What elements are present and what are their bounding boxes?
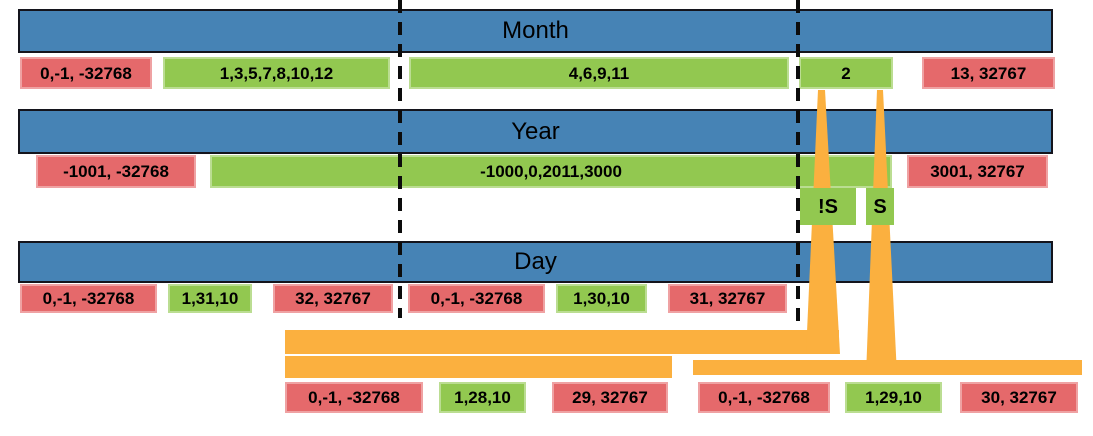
year-bar-label: Year [511,117,560,145]
day30-partition-invalid-high: 31, 32767 [668,284,787,313]
day30-partition-invalid-low: 0,-1, -32768 [408,284,545,313]
month-partition-invalid-high: 13, 32767 [922,57,1055,89]
boundary-dashed-line-1 [398,0,402,318]
feb-nonleap-partition-valid: 1,28,10 [439,382,526,413]
boundary-dashed-line-2 [796,0,800,326]
feb-nonleap-partition-invalid-high: 29, 32767 [552,382,668,413]
month-partition-30day-months: 4,6,9,11 [409,57,789,89]
year-partition-invalid-high: 3001, 32767 [907,155,1048,188]
day31-partition-valid: 1,31,10 [168,284,252,313]
day-bar: Day [18,241,1053,283]
february-nonleap-group-bar [285,356,672,378]
feb-leap-partition-invalid-high: 30, 32767 [960,382,1078,413]
day31-partition-invalid-low: 0,-1, -32768 [20,284,157,313]
month-bar-label: Month [502,17,569,44]
year-partition-valid: -1000,0,2011,3000 [210,155,892,188]
year-partition-invalid-low: -1001, -32768 [36,155,196,188]
month-partition-february: 2 [799,57,893,89]
month-partition-invalid-low: 0,-1, -32768 [20,57,152,89]
feb-nonleap-partition-invalid-low: 0,-1, -32768 [285,382,423,413]
leap-year-flag: S [866,188,894,225]
feb-leap-partition-valid: 1,29,10 [845,382,942,413]
month-bar: Month [18,9,1053,53]
year-bar: Year [18,109,1053,154]
february-leap-group-bar [693,360,1082,375]
nonleap-february-connector-bar [285,330,839,354]
month-partition-31day-months: 1,3,5,7,8,10,12 [163,57,390,89]
day-bar-label: Day [514,248,557,275]
day31-partition-invalid-high: 32, 32767 [273,284,393,313]
day30-partition-valid: 1,30,10 [556,284,647,313]
non-leap-year-flag: !S [800,188,856,225]
feb-leap-partition-invalid-low: 0,-1, -32768 [698,382,830,413]
